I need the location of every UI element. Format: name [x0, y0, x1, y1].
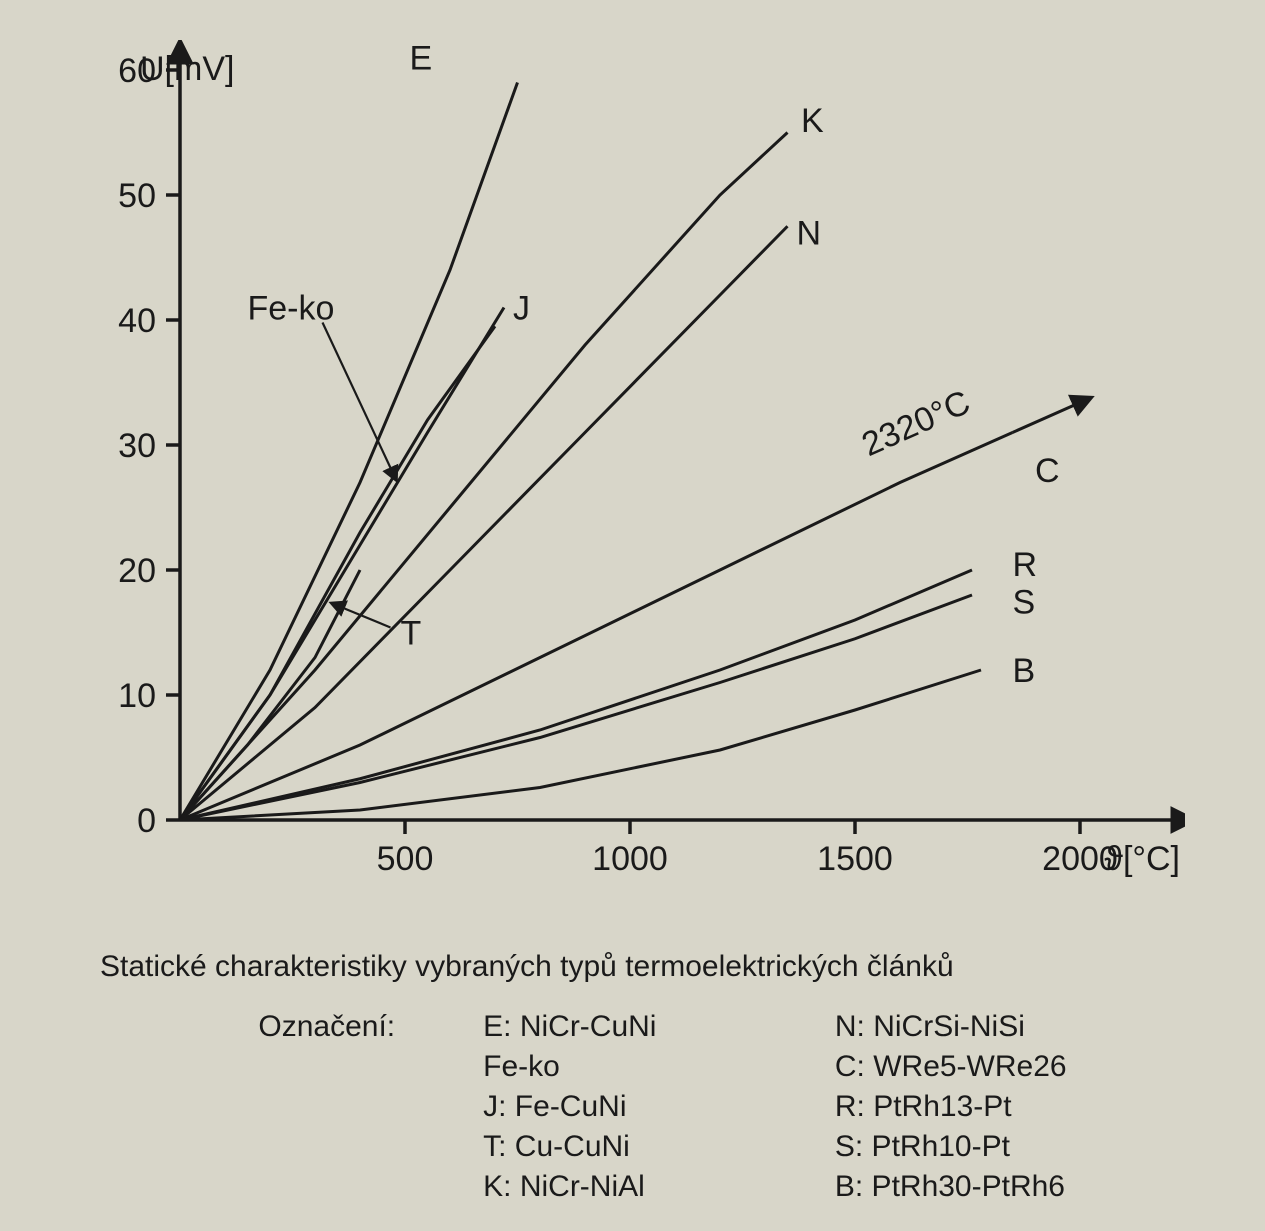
legend-lead	[160, 1090, 403, 1124]
y-tick-label: 10	[118, 677, 156, 715]
legend-right: R: PtRh13-Pt	[835, 1090, 1165, 1124]
page-root: 0102030405060U[mV]500100015002000ϑ[°C]23…	[0, 0, 1265, 1231]
series-K	[180, 133, 788, 821]
series-E	[180, 83, 518, 821]
legend-left: K: NiCr-NiAl	[483, 1170, 755, 1204]
legend-right: S: PtRh10-Pt	[835, 1130, 1165, 1164]
legend-right: C: WRe5-WRe26	[835, 1050, 1165, 1084]
line-label-N: N	[797, 215, 822, 253]
legend-left: E: NiCr-CuNi	[483, 1010, 755, 1044]
legend-left: T: Cu-CuNi	[483, 1130, 755, 1164]
legend-right: N: NiCrSi-NiSi	[835, 1010, 1165, 1044]
legend-lead	[160, 1050, 403, 1084]
caption-title: Statické charakteristiky vybraných typů …	[100, 950, 1165, 984]
series-B	[180, 670, 981, 820]
line-label-Fe-ko: Fe-ko	[248, 290, 335, 328]
legend-left: Fe-ko	[483, 1050, 755, 1084]
legend-table: Označení: E: NiCr-CuNi N: NiCrSi-NiSi Fe-ko…	[160, 1010, 1165, 1204]
line-label-R: R	[1013, 546, 1038, 584]
line-label-J: J	[513, 290, 530, 328]
x-axis-label: ϑ[°C]	[1104, 840, 1180, 878]
y-tick-label: 40	[118, 302, 156, 340]
line-label-B: B	[1013, 652, 1036, 690]
legend-lead	[160, 1170, 403, 1204]
line-label-C: C	[1035, 452, 1060, 490]
c-ext-label: 2320°C	[856, 383, 975, 464]
x-tick-label: 1000	[592, 840, 668, 878]
x-tick-label: 500	[377, 840, 434, 878]
chart-svg: 0102030405060U[mV]500100015002000ϑ[°C]23…	[80, 40, 1185, 910]
x-tick-label: 1500	[817, 840, 893, 878]
y-tick-label: 0	[137, 802, 156, 840]
series-c-arrow	[1013, 404, 1077, 432]
y-tick-label: 20	[118, 552, 156, 590]
leader-Fe-ko	[323, 323, 392, 471]
y-tick-label: 50	[118, 177, 156, 215]
line-label-T: T	[401, 615, 422, 653]
thermocouple-chart: 0102030405060U[mV]500100015002000ϑ[°C]23…	[80, 40, 1185, 910]
y-axis-label: U[mV]	[140, 50, 234, 88]
legend-lead	[160, 1130, 403, 1164]
legend-left: J: Fe-CuNi	[483, 1090, 755, 1124]
caption-block: Statické charakteristiky vybraných typů …	[100, 950, 1165, 1204]
y-tick-label: 30	[118, 427, 156, 465]
line-label-K: K	[801, 102, 824, 140]
legend-right: B: PtRh30-PtRh6	[835, 1170, 1165, 1204]
line-label-S: S	[1013, 583, 1036, 621]
series-S	[180, 595, 972, 820]
line-label-E: E	[410, 40, 433, 78]
legend-lead: Označení:	[160, 1010, 403, 1044]
